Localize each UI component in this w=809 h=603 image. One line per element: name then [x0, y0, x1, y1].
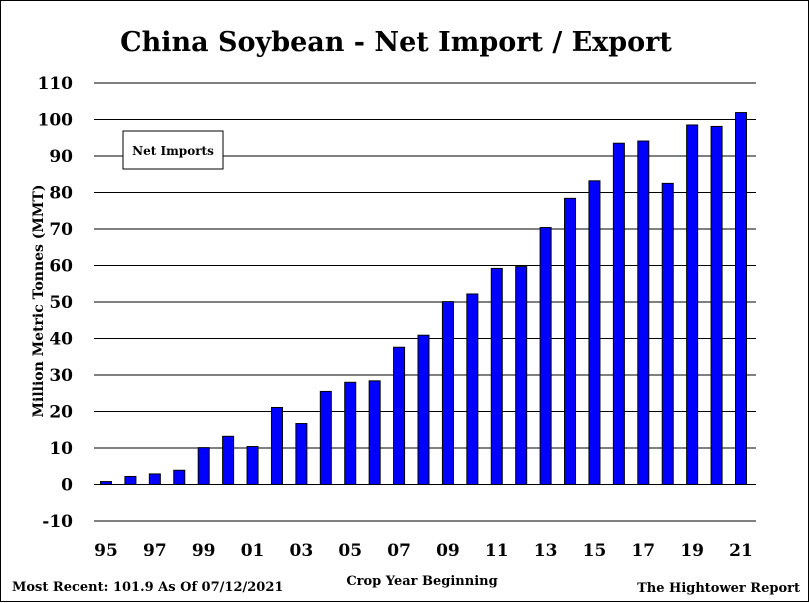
footer-source: The Hightower Report — [637, 581, 800, 596]
legend-label: Net Imports — [132, 144, 214, 158]
x-axis-ticks: 95 97 99 01 03 05 07 09 11 13 15 17 19 21 — [94, 541, 753, 561]
y-tick-label: 80 — [49, 184, 73, 204]
x-tick-label: 97 — [143, 541, 167, 561]
bar-99 — [197, 447, 210, 486]
x-tick-label: 09 — [436, 541, 460, 561]
bar-00 — [222, 435, 235, 486]
bar-19 — [686, 124, 699, 485]
x-axis-label: Crop Year Beginning — [346, 574, 497, 589]
x-tick-label: 07 — [387, 541, 411, 561]
bar-96 — [124, 475, 137, 486]
bar-20 — [710, 125, 723, 485]
y-axis-ticks: -10 0 10 20 30 40 50 60 70 80 90 100 110 — [38, 74, 74, 532]
bar-01 — [246, 446, 259, 486]
x-tick-label: 95 — [94, 541, 118, 561]
bar-21 — [735, 112, 747, 485]
x-tick-label: 21 — [729, 541, 753, 561]
y-tick-label: 0 — [61, 476, 73, 496]
bar-06 — [368, 380, 381, 485]
bar-97 — [148, 473, 161, 486]
y-tick-label: 40 — [49, 330, 73, 350]
bar-05 — [344, 381, 357, 485]
bar-03 — [295, 423, 308, 486]
x-tick-label: 01 — [241, 541, 265, 561]
x-tick-label: 05 — [338, 541, 362, 561]
legend: Net Imports — [122, 130, 224, 170]
bar-16 — [612, 142, 625, 485]
bar-12 — [515, 266, 528, 485]
bar-18 — [661, 182, 674, 485]
x-tick-label: 03 — [290, 541, 314, 561]
y-tick-label: 60 — [49, 257, 73, 277]
bar-17 — [637, 140, 650, 485]
chart-title: China Soybean - Net Import / Export — [120, 27, 672, 58]
bar-95 — [100, 481, 112, 485]
bar-14 — [564, 197, 577, 485]
y-tick-label: -10 — [42, 512, 73, 532]
y-tick-label: 90 — [49, 147, 73, 167]
bar-08 — [417, 334, 430, 485]
y-tick-label: 110 — [38, 74, 74, 94]
y-tick-label: 100 — [38, 111, 74, 131]
bar-13 — [539, 227, 552, 485]
legend-box — [122, 130, 224, 170]
footer-most-recent: Most Recent: 101.9 As Of 07/12/2021 — [12, 580, 283, 595]
y-tick-label: 10 — [49, 439, 73, 459]
bar-09 — [441, 301, 454, 486]
bar-98 — [173, 469, 186, 486]
bar-10 — [466, 293, 479, 485]
x-tick-label: 13 — [534, 541, 558, 561]
x-tick-label: 99 — [192, 541, 216, 561]
y-axis-label: Million Metric Tonnes (MMT) — [31, 185, 47, 418]
y-tick-label: 30 — [49, 366, 73, 386]
bar-02 — [270, 406, 283, 485]
x-tick-label: 11 — [485, 541, 509, 561]
x-tick-label: 15 — [583, 541, 607, 561]
bar-04 — [319, 390, 332, 485]
bars — [100, 112, 747, 486]
bar-11 — [490, 267, 503, 486]
y-tick-label: 70 — [49, 220, 73, 240]
bar-15 — [588, 180, 601, 485]
y-tick-label: 20 — [49, 403, 73, 423]
x-tick-label: 17 — [631, 541, 655, 561]
bar-07 — [393, 346, 406, 486]
x-tick-label: 19 — [680, 541, 704, 561]
y-tick-label: 50 — [49, 293, 73, 313]
